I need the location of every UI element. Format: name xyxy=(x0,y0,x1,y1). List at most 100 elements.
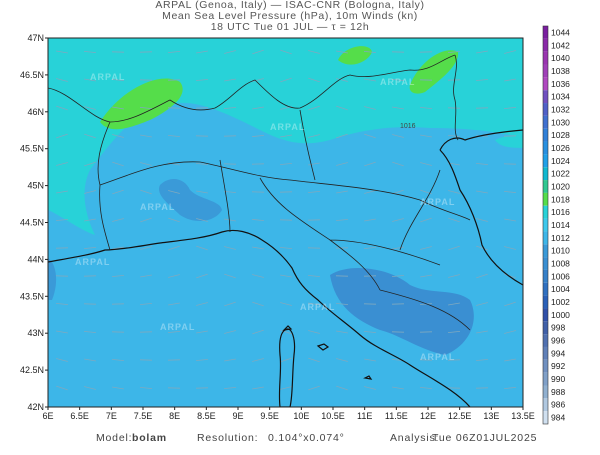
colorbar-swatch xyxy=(543,65,548,78)
lon-tick-label: 7.5E xyxy=(134,411,153,421)
lat-tick-label: 44.5N xyxy=(20,218,44,228)
lon-tick-label: 8E xyxy=(169,411,180,421)
colorbar-swatch xyxy=(543,360,548,373)
colorbar-label: 988 xyxy=(551,387,565,397)
footer-label: Resolution: xyxy=(197,432,258,444)
lon-tick-label: 6E xyxy=(42,411,53,421)
colorbar: 1044 1042 1040 1038 1036 1034 1032 1030 1028 1026… xyxy=(543,26,570,424)
watermark: ARPAL xyxy=(420,197,455,207)
colorbar-label: 1018 xyxy=(551,194,570,204)
colorbar-swatch xyxy=(543,231,548,244)
header: ARPAL (Genoa, Italy) — ISAC-CNR (Bologna… xyxy=(155,0,424,33)
colorbar-label: 994 xyxy=(551,348,565,358)
colorbar-swatch xyxy=(543,206,548,219)
lon-tick-label: 13.5E xyxy=(511,411,535,421)
colorbar-label: 996 xyxy=(551,336,565,346)
colorbar-swatch xyxy=(543,373,548,386)
colorbar-swatch xyxy=(543,411,548,424)
colorbar-label: 984 xyxy=(551,413,565,423)
colorbar-swatch xyxy=(543,244,548,257)
lon-tick-label: 8.5E xyxy=(197,411,216,421)
watermark: ARPAL xyxy=(160,322,195,332)
colorbar-label: 1012 xyxy=(551,233,570,243)
colorbar-label: 1000 xyxy=(551,310,570,320)
colorbar-swatch xyxy=(543,77,548,90)
lat-tick-label: 43N xyxy=(27,328,44,338)
colorbar-swatch xyxy=(543,257,548,270)
colorbar-label: 1040 xyxy=(551,53,570,63)
lat-tick-label: 46N xyxy=(27,107,44,117)
colorbar-label: 1024 xyxy=(551,156,570,166)
colorbar-label: 1030 xyxy=(551,117,570,127)
lat-tick-label: 42.5N xyxy=(20,365,44,375)
colorbar-swatch xyxy=(543,308,548,321)
colorbar-label: 1044 xyxy=(551,27,570,37)
lon-tick-label: 6.5E xyxy=(70,411,89,421)
colorbar-label: 1022 xyxy=(551,169,570,179)
watermark: ARPAL xyxy=(270,122,305,132)
colorbar-swatch xyxy=(543,321,548,334)
lat-tick-label: 46.5N xyxy=(20,70,44,80)
colorbar-label: 1010 xyxy=(551,246,570,256)
lat-tick-label: 45.5N xyxy=(20,144,44,154)
colorbar-label: 1020 xyxy=(551,181,570,191)
lat-tick-label: 42N xyxy=(27,402,44,412)
colorbar-swatch xyxy=(543,167,548,180)
colorbar-label: 1026 xyxy=(551,143,570,153)
colorbar-swatch xyxy=(543,103,548,116)
lat-tick-label: 43.5N xyxy=(20,291,44,301)
colorbar-swatch xyxy=(543,334,548,347)
colorbar-swatch xyxy=(543,398,548,411)
lon-tick-label: 9.5E xyxy=(260,411,279,421)
colorbar-swatch xyxy=(543,39,548,52)
colorbar-swatch xyxy=(543,270,548,283)
watermark: ARPAL xyxy=(90,72,125,82)
colorbar-label: 1028 xyxy=(551,130,570,140)
lon-tick-label: 11E xyxy=(357,411,372,421)
colorbar-swatch xyxy=(543,52,548,65)
lon-tick-label: 11.5E xyxy=(385,411,408,421)
colorbar-label: 990 xyxy=(551,374,565,384)
colorbar-swatch xyxy=(543,180,548,193)
colorbar-label: 1004 xyxy=(551,284,570,294)
lat-tick-label: 44N xyxy=(27,254,44,264)
footer-value: 0.104°x0.074° xyxy=(268,432,345,444)
colorbar-label: 1002 xyxy=(551,297,570,307)
map-field: ARPAL ARPAL ARPAL ARPAL ARPAL ARPAL ARPAL ARPAL… xyxy=(48,38,523,407)
watermark: ARPAL xyxy=(140,202,175,212)
colorbar-swatch xyxy=(543,142,548,155)
colorbar-swatch xyxy=(543,26,548,39)
colorbar-label: 1038 xyxy=(551,66,570,76)
colorbar-swatch xyxy=(543,116,548,129)
colorbar-label: 986 xyxy=(551,400,565,410)
lon-tick-label: 10.5E xyxy=(321,411,345,421)
colorbar-swatch xyxy=(543,129,548,142)
colorbar-label: 1042 xyxy=(551,40,570,50)
lat-tick-label: 45N xyxy=(27,181,44,191)
colorbar-swatch xyxy=(543,296,548,309)
lon-tick-label: 9E xyxy=(232,411,243,421)
colorbar-label: 1034 xyxy=(551,92,570,102)
contour-label: 1016 xyxy=(400,123,416,130)
colorbar-label: 992 xyxy=(551,361,565,371)
colorbar-swatch xyxy=(543,90,548,103)
watermark: ARPAL xyxy=(380,77,415,87)
watermark: ARPAL xyxy=(300,302,335,312)
colorbar-swatch xyxy=(543,193,548,206)
colorbar-label: 1032 xyxy=(551,104,570,114)
colorbar-label: 1036 xyxy=(551,79,570,89)
lon-tick-label: 10E xyxy=(293,411,309,421)
lat-tick-label: 47N xyxy=(27,33,44,43)
colorbar-swatch xyxy=(543,154,548,167)
header-line: 18 UTC Tue 01 JUL — τ = 12h xyxy=(211,21,370,33)
footer: Model: bolam Resolution: 0.104°x0.074° A… xyxy=(96,432,537,444)
lon-tick-label: 13E xyxy=(483,411,499,421)
colorbar-swatch xyxy=(543,283,548,296)
watermark: ARPAL xyxy=(420,352,455,362)
lon-tick-label: 7E xyxy=(106,411,117,421)
colorbar-label: 1006 xyxy=(551,271,570,281)
lon-tick-label: 12E xyxy=(420,411,436,421)
colorbar-label: 1008 xyxy=(551,259,570,269)
